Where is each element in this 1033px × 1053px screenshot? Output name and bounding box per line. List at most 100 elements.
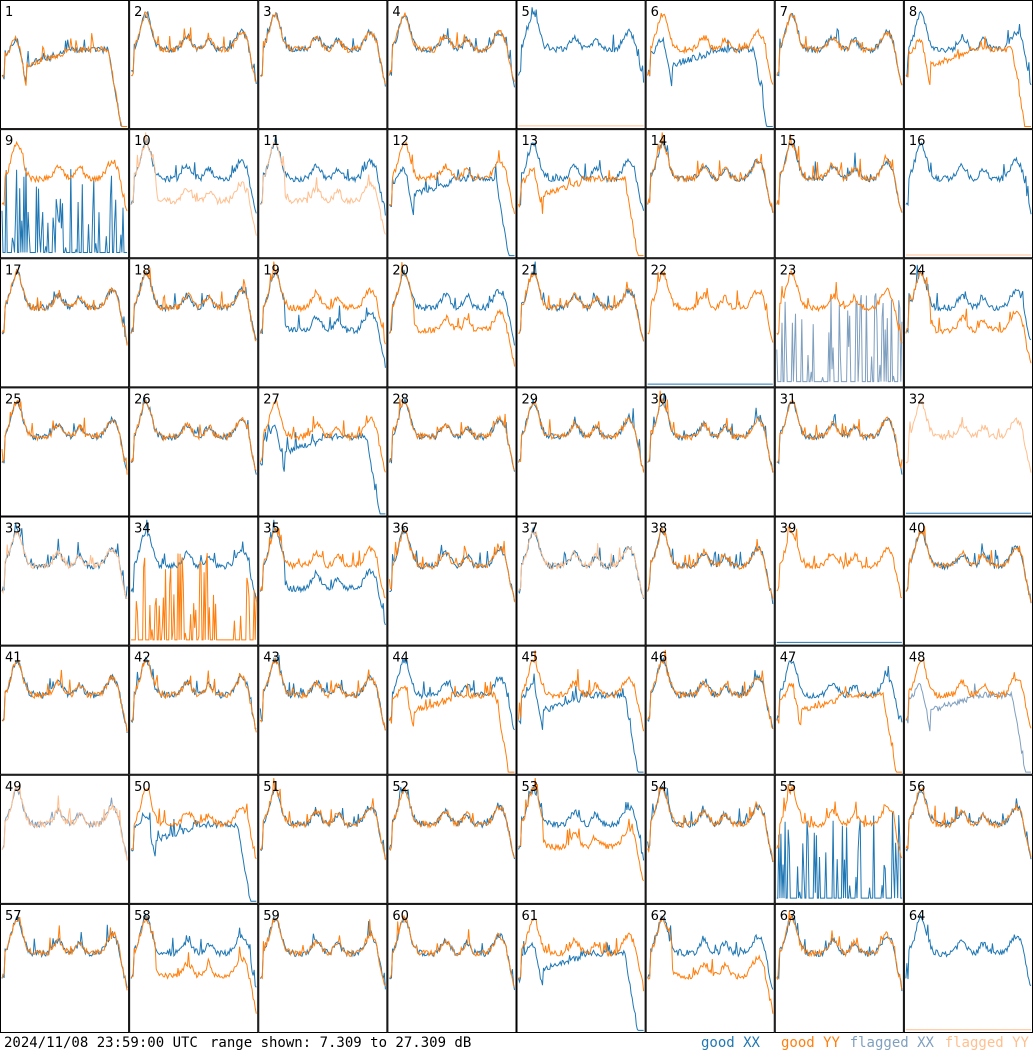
series-yy-line bbox=[905, 786, 1032, 858]
panel-22: 22 bbox=[645, 258, 775, 388]
series-xx-line bbox=[776, 293, 903, 383]
panel-frame bbox=[516, 0, 646, 130]
panel-52: 52 bbox=[387, 774, 517, 904]
panel-label: 15 bbox=[780, 134, 797, 149]
panel-42: 42 bbox=[129, 645, 259, 775]
panel-label: 4 bbox=[392, 5, 400, 20]
panel-label: 9 bbox=[5, 134, 13, 149]
range-text: range shown: 7.309 to 27.309 dB bbox=[210, 1035, 472, 1051]
series-yy-line bbox=[130, 659, 257, 733]
series-xx-line bbox=[388, 658, 515, 731]
panel-frame bbox=[645, 0, 775, 130]
panel-33: 33 bbox=[0, 516, 130, 646]
panel-label: 41 bbox=[5, 651, 22, 666]
panel-frame bbox=[0, 645, 130, 775]
panel-frame bbox=[774, 903, 904, 1033]
series-yy-line bbox=[647, 390, 774, 473]
series-xx-line bbox=[259, 424, 386, 515]
panel-frame bbox=[903, 129, 1033, 259]
panel-20: 20 bbox=[387, 258, 517, 388]
series-xx-line bbox=[905, 682, 1031, 773]
panel-frame bbox=[516, 387, 646, 517]
panel-59: 59 bbox=[258, 903, 388, 1033]
panel-label: 8 bbox=[909, 5, 917, 20]
series-yy-line bbox=[388, 12, 515, 82]
panel-label: 6 bbox=[651, 5, 659, 20]
panel-label: 1 bbox=[5, 5, 13, 20]
panel-frame bbox=[774, 0, 904, 130]
panel-frame bbox=[387, 0, 517, 130]
panel-48: 48 bbox=[903, 645, 1033, 775]
panel-37: 37 bbox=[516, 516, 646, 646]
panel-frame bbox=[645, 903, 775, 1033]
series-yy-line bbox=[260, 917, 386, 987]
panel-5: 5 bbox=[516, 0, 646, 130]
panel-12: 12 bbox=[387, 129, 517, 259]
series-yy-line bbox=[1, 140, 128, 212]
series-yy-line bbox=[776, 12, 903, 86]
panel-27: 27 bbox=[258, 387, 388, 517]
panel-label: 10 bbox=[134, 134, 151, 149]
panel-label: 35 bbox=[263, 522, 280, 537]
panel-label: 38 bbox=[651, 522, 668, 537]
panel-frame bbox=[258, 129, 388, 259]
series-yy-line bbox=[130, 916, 257, 1014]
panel-label: 31 bbox=[780, 392, 797, 407]
panel-18: 18 bbox=[129, 258, 259, 388]
panel-57: 57 bbox=[0, 903, 130, 1033]
panel-frame bbox=[645, 645, 775, 775]
series-yy-line bbox=[647, 12, 774, 85]
panel-53: 53 bbox=[516, 774, 646, 904]
panel-label: 33 bbox=[5, 522, 22, 537]
series-xx-line bbox=[776, 811, 902, 899]
panel-label: 3 bbox=[263, 5, 271, 20]
panel-label: 30 bbox=[651, 392, 668, 407]
panel-frame bbox=[258, 0, 388, 130]
panel-label: 5 bbox=[522, 5, 530, 20]
panel-label: 48 bbox=[909, 651, 926, 666]
series-xx-line bbox=[905, 264, 1032, 341]
series-yy-line bbox=[518, 270, 645, 342]
panel-label: 26 bbox=[134, 392, 151, 407]
panel-frame bbox=[129, 645, 259, 775]
series-yy-line bbox=[647, 527, 774, 599]
panel-31: 31 bbox=[774, 387, 904, 517]
panel-frame bbox=[0, 516, 130, 646]
panel-frame bbox=[129, 903, 259, 1033]
panel-4: 4 bbox=[387, 0, 517, 130]
timestamp: 2024/11/08 23:59:00 UTC bbox=[4, 1035, 198, 1051]
panel-8: 8 bbox=[903, 0, 1033, 130]
panel-label: 46 bbox=[651, 651, 668, 666]
series-xx-line bbox=[1, 268, 128, 345]
panel-frame bbox=[774, 387, 904, 517]
panel-frame bbox=[129, 387, 259, 517]
panel-frame bbox=[774, 645, 904, 775]
panel-60: 60 bbox=[387, 903, 517, 1033]
panel-label: 20 bbox=[392, 263, 409, 278]
panel-frame bbox=[516, 645, 646, 775]
series-yy-line bbox=[1, 659, 128, 733]
series-yy-line bbox=[388, 787, 515, 859]
panel-label: 25 bbox=[5, 392, 22, 407]
panel-label: 32 bbox=[909, 392, 926, 407]
series-yy-line bbox=[131, 11, 257, 82]
panel-frame bbox=[516, 258, 646, 388]
series-yy-line bbox=[518, 777, 645, 882]
panel-label: 37 bbox=[522, 522, 539, 537]
series-yy-line bbox=[388, 528, 515, 603]
series-yy-line bbox=[131, 787, 257, 860]
panel-frame bbox=[387, 516, 517, 646]
legend-flagged-yy: flagged YY bbox=[944, 1035, 1029, 1051]
panel-40: 40 bbox=[903, 516, 1033, 646]
series-yy-line bbox=[776, 526, 903, 599]
series-xx-line bbox=[518, 785, 645, 861]
series-yy-line bbox=[1, 400, 128, 475]
legend-good-yy: good YY bbox=[780, 1035, 840, 1051]
panel-7: 7 bbox=[774, 0, 904, 130]
panel-label: 39 bbox=[780, 522, 797, 537]
panel-frame bbox=[0, 774, 130, 904]
series-yy-line bbox=[776, 682, 902, 773]
panel-label: 53 bbox=[522, 780, 539, 795]
panel-label: 44 bbox=[392, 651, 409, 666]
panel-label: 34 bbox=[134, 522, 151, 537]
